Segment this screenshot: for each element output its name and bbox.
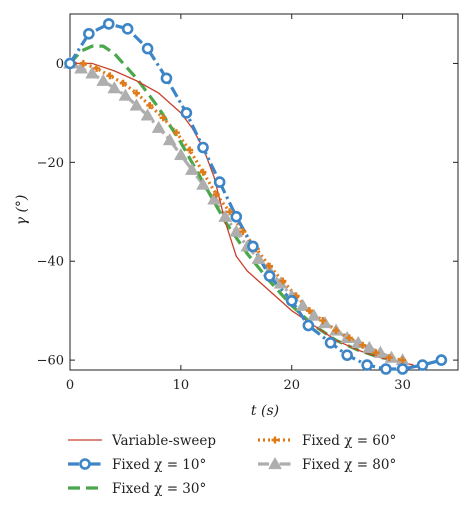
y-tick-label: −60 <box>37 354 64 369</box>
plus-marker <box>372 349 380 357</box>
circle-marker <box>341 349 353 361</box>
circle-marker <box>285 294 298 307</box>
triangle-marker <box>151 120 166 133</box>
triangle-marker <box>107 81 122 94</box>
legend-label: Fixed χ = 80° <box>302 457 396 473</box>
plus-marker <box>133 89 141 97</box>
triangle-marker <box>162 133 177 146</box>
circle-marker <box>380 363 392 375</box>
plus-marker <box>385 354 393 362</box>
axis-ticks: 0 10 20 30 0 −20 −40 −60 <box>37 14 458 393</box>
circle-marker <box>180 107 193 119</box>
plot-frame <box>69 13 459 371</box>
series-lines <box>68 22 442 371</box>
triangle-marker <box>118 88 133 101</box>
triangle-marker <box>251 251 266 264</box>
triangle-marker <box>196 177 210 190</box>
plus-marker <box>271 436 279 444</box>
series-line-0 <box>70 62 414 366</box>
plus-marker <box>399 356 407 364</box>
triangle-marker <box>362 340 377 353</box>
triangle-marker <box>218 209 233 222</box>
triangle-marker <box>207 192 222 205</box>
plus-marker <box>79 59 87 67</box>
plus-marker <box>172 129 180 137</box>
plus-marker <box>186 146 194 154</box>
circle-marker <box>263 270 276 282</box>
y-tick-label: −20 <box>37 156 64 171</box>
plus-marker <box>93 64 101 72</box>
triangle-marker <box>295 298 310 311</box>
circle-marker <box>79 458 91 470</box>
triangle-marker <box>74 61 89 74</box>
circle-marker <box>64 57 76 70</box>
x-tick-label: 10 <box>173 378 190 393</box>
circle-marker <box>361 359 373 371</box>
triangle-marker <box>129 98 144 111</box>
plus-marker <box>146 101 154 109</box>
plus-marker <box>345 334 353 342</box>
series-markers <box>63 18 448 375</box>
triangle-marker <box>306 308 321 321</box>
plus-marker <box>226 208 234 216</box>
circle-marker <box>416 359 429 371</box>
plus-marker <box>305 307 313 315</box>
legend-entry: Fixed χ = 30° <box>68 481 206 497</box>
plus-marker <box>212 190 220 198</box>
circle-marker <box>435 354 448 366</box>
circle-marker <box>396 363 409 375</box>
plus-marker <box>119 79 127 87</box>
triangle-marker <box>140 108 155 121</box>
y-axis-label: γ (°) <box>14 195 30 226</box>
x-axis-label: t (s) <box>251 403 279 419</box>
circle-marker <box>141 42 154 55</box>
triangle-marker <box>96 73 111 86</box>
plus-marker <box>266 262 274 270</box>
circle-marker <box>230 210 243 223</box>
plus-marker <box>239 228 247 236</box>
legend-label: Fixed χ = 10° <box>112 457 206 473</box>
legend-label: Fixed χ = 60° <box>302 433 396 449</box>
legend: Variable-sweep Fixed χ = 10° Fixed χ = 30°… <box>68 433 396 497</box>
circle-marker <box>121 23 134 35</box>
circle-marker <box>83 27 95 40</box>
circle-marker <box>160 72 173 85</box>
circle-marker <box>302 319 315 332</box>
y-tick-label: −40 <box>37 255 64 270</box>
plus-marker <box>159 114 167 122</box>
legend-entry: Fixed χ = 80° <box>258 456 396 473</box>
triangle-marker <box>268 456 282 470</box>
legend-entry: Fixed χ = 10° <box>68 457 206 473</box>
legend-entry: Variable-sweep <box>68 433 216 449</box>
series-line-3 <box>70 61 403 362</box>
x-tick-label: 30 <box>394 378 411 393</box>
legend-entry: Fixed χ = 60° <box>258 433 396 449</box>
x-tick-label: 20 <box>283 378 300 393</box>
triangle-marker <box>85 66 100 79</box>
circle-marker <box>213 176 226 188</box>
legend-label: Variable-sweep <box>111 433 216 449</box>
plot-border <box>69 13 459 371</box>
triangle-marker <box>185 162 199 175</box>
plus-marker <box>359 341 367 349</box>
plus-marker <box>199 168 207 176</box>
plus-marker <box>279 277 287 285</box>
circle-marker <box>197 141 209 154</box>
y-tick-label: 0 <box>56 57 64 72</box>
plus-marker <box>332 326 340 334</box>
legend-label: Fixed χ = 30° <box>112 481 206 497</box>
plus-marker <box>319 317 327 325</box>
triangle-marker <box>173 147 188 161</box>
x-tick-label: 0 <box>66 378 74 393</box>
circle-marker <box>103 18 115 30</box>
circle-marker <box>247 240 259 253</box>
plus-marker <box>106 72 114 80</box>
circle-marker <box>324 337 337 349</box>
